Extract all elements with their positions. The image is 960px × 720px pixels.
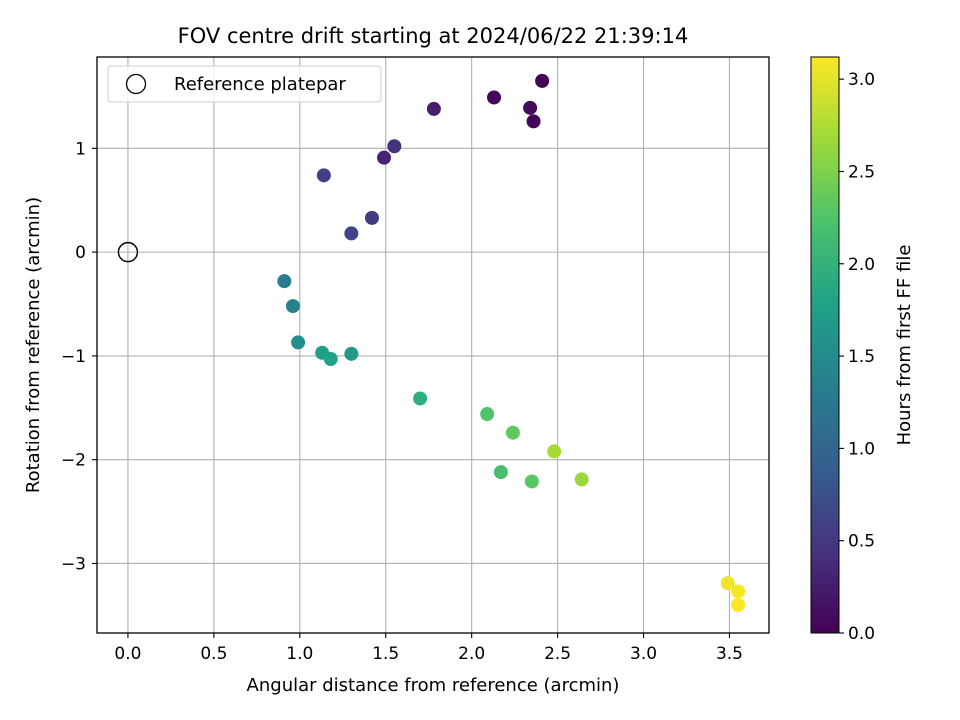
x-axis-label: Angular distance from reference (arcmin) — [247, 675, 620, 696]
data-point — [505, 425, 520, 440]
colorbar-tick-label: 1.5 — [848, 347, 875, 367]
y-tick-label: 1 — [75, 139, 86, 159]
colorbar-tick-label: 2.5 — [848, 162, 875, 182]
y-axis-ticks: −3 −2 −1 0 1 — [61, 139, 97, 574]
data-point — [364, 210, 379, 225]
colorbar-ticks: 0.0 0.5 1.0 1.5 2.0 2.5 3.0 — [839, 70, 875, 644]
y-tick-label: 0 — [75, 243, 86, 263]
data-point — [731, 597, 746, 612]
legend: Reference platepar — [107, 65, 382, 103]
x-tick-label: 3.0 — [630, 644, 657, 664]
data-point — [277, 274, 292, 289]
colorbar-tick-label: 3.0 — [848, 70, 875, 90]
colorbar-tick-label: 2.0 — [848, 255, 875, 275]
data-point — [344, 226, 359, 241]
data-point — [493, 465, 508, 480]
data-point — [377, 150, 392, 165]
data-points — [117, 73, 746, 612]
reference-marker — [117, 241, 139, 263]
data-point — [731, 584, 746, 599]
x-tick-label: 2.5 — [544, 644, 571, 664]
x-tick-label: 1.5 — [372, 644, 399, 664]
data-point — [547, 444, 562, 459]
legend-marker-reference — [125, 73, 147, 95]
data-point — [387, 139, 402, 154]
y-tick-label: −1 — [61, 347, 86, 367]
y-tick-label: −3 — [61, 554, 86, 574]
grid — [97, 57, 769, 633]
data-point — [344, 346, 359, 361]
chart-title: FOV centre drift starting at 2024/06/22 … — [178, 24, 689, 48]
data-point — [487, 90, 502, 105]
data-point — [574, 472, 589, 487]
x-axis-ticks: 0.0 0.5 1.0 1.5 2.0 2.5 3.0 3.5 — [114, 633, 743, 664]
x-tick-label: 1.0 — [286, 644, 313, 664]
x-tick-label: 2.0 — [458, 644, 485, 664]
data-point — [526, 114, 541, 129]
colorbar-tick-label: 1.0 — [848, 439, 875, 459]
legend-box — [107, 65, 382, 103]
data-point — [523, 100, 538, 115]
plot-frame — [96, 56, 770, 634]
x-tick-label: 3.5 — [716, 644, 743, 664]
data-point — [291, 335, 306, 350]
data-point — [426, 101, 441, 116]
colorbar-tick-label: 0.0 — [848, 624, 875, 644]
y-axis-label: Rotation from reference (arcmin) — [23, 197, 44, 493]
data-point — [535, 73, 550, 88]
data-point — [285, 299, 300, 314]
colorbar-gradient — [810, 56, 840, 634]
data-point — [720, 576, 735, 591]
data-point — [524, 474, 539, 489]
colorbar-tick-label: 0.5 — [848, 532, 875, 552]
data-point — [413, 391, 428, 406]
x-tick-label: 0.0 — [114, 644, 141, 664]
legend-label-reference: Reference platepar — [174, 74, 346, 95]
data-point — [480, 407, 495, 422]
data-point — [316, 168, 331, 183]
colorbar-label: Hours from first FF file — [894, 245, 915, 446]
data-point — [323, 352, 338, 367]
colorbar: 0.0 0.5 1.0 1.5 2.0 2.5 3.0 Hours from first F… — [810, 56, 915, 644]
x-tick-label: 0.5 — [200, 644, 227, 664]
y-tick-label: −2 — [61, 451, 86, 471]
